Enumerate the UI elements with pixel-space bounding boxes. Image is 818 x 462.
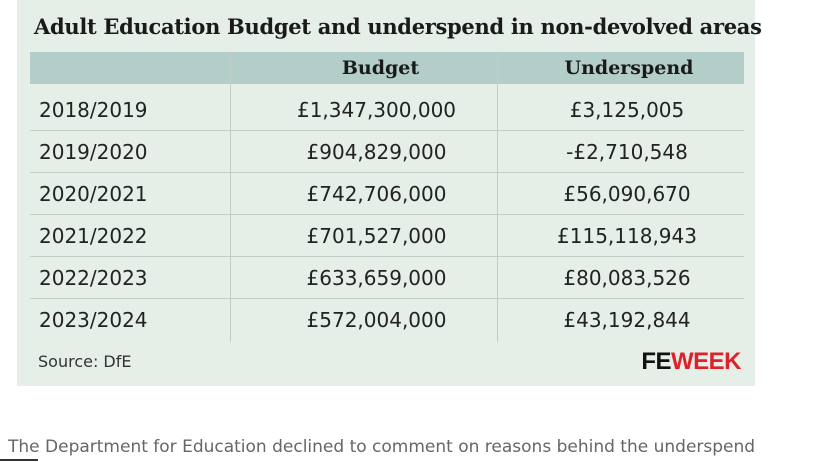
column-header: Underspend <box>564 57 694 79</box>
table-cell: -£2,710,548 <box>566 140 688 164</box>
underline <box>0 459 38 461</box>
table-cell: £3,125,005 <box>569 98 685 122</box>
logo: FEWEEK <box>641 348 741 376</box>
column-divider <box>497 52 498 342</box>
table-row: 2021/2022 £701,527,000 £115,118,943 <box>30 214 744 257</box>
table-cell: £80,083,526 <box>563 266 691 290</box>
table-row: 2023/2024 £572,004,000 £43,192,844 <box>30 298 744 340</box>
image-caption: The Department for Education declined to… <box>8 437 756 457</box>
column-divider <box>230 52 231 342</box>
table-title: Adult Education Budget and underspend in… <box>34 14 762 39</box>
table-row: 2020/2021 £742,706,000 £56,090,670 <box>30 172 744 215</box>
table-cell: £904,829,000 <box>306 140 447 164</box>
source-note: Source: DfE <box>38 352 132 371</box>
table-cell: £742,706,000 <box>306 182 447 206</box>
table-cell: 2022/2023 <box>39 266 148 290</box>
table-cell: £115,118,943 <box>557 224 697 248</box>
table-cell: £572,004,000 <box>306 308 447 332</box>
table-cell: £43,192,844 <box>563 308 691 332</box>
table-cell: 2018/2019 <box>39 98 148 122</box>
logo-week: WEEK <box>671 348 742 375</box>
logo-fe: FE <box>641 348 671 375</box>
table-row: 2018/2019 £1,347,300,000 £3,125,005 <box>30 88 744 131</box>
table-cell: 2023/2024 <box>39 308 148 332</box>
column-header: Budget <box>341 57 420 79</box>
table-cell: £701,527,000 <box>306 224 447 248</box>
header-row: Budget Underspend <box>30 52 744 84</box>
table-cell: 2020/2021 <box>39 182 148 206</box>
table-row: 2022/2023 £633,659,000 £80,083,526 <box>30 256 744 299</box>
table-cell: £1,347,300,000 <box>296 98 457 122</box>
table-cell: £633,659,000 <box>306 266 447 290</box>
table-cell: £56,090,670 <box>563 182 691 206</box>
table-cell: 2021/2022 <box>39 224 148 248</box>
table-row: 2019/2020 £904,829,000 -£2,710,548 <box>30 130 744 173</box>
table-cell: 2019/2020 <box>39 140 148 164</box>
table-card: Adult Education Budget and underspend in… <box>17 0 762 386</box>
